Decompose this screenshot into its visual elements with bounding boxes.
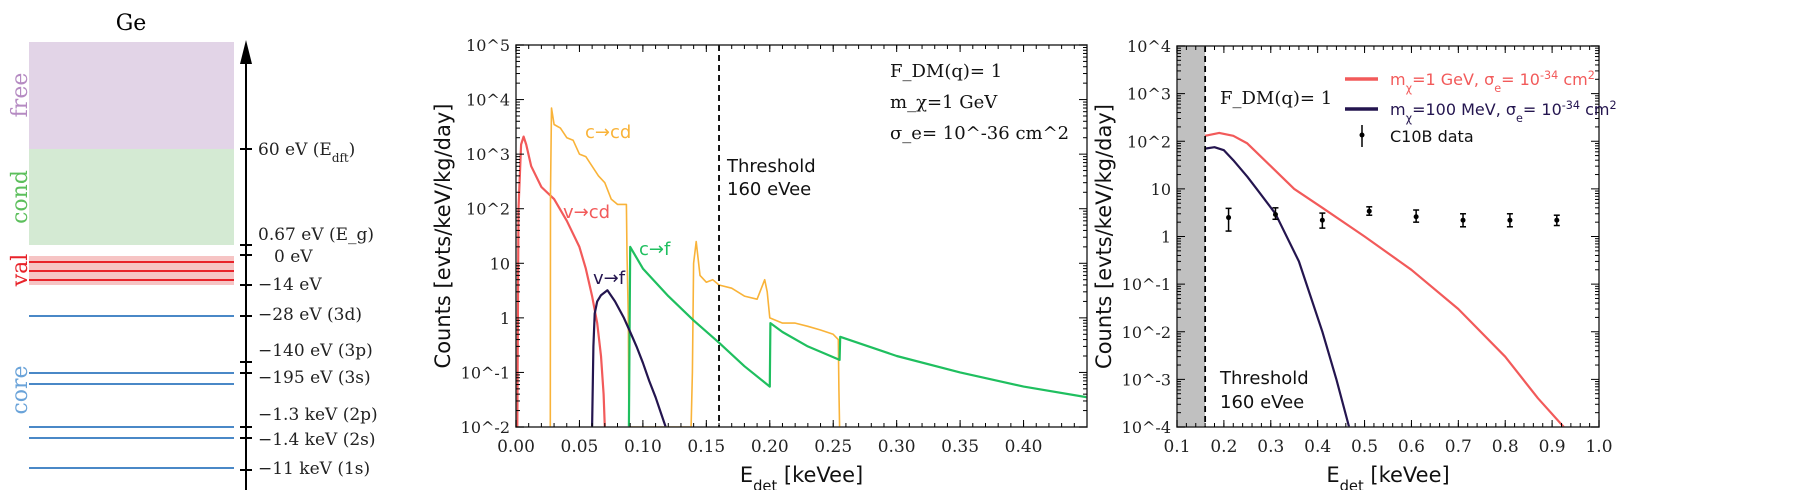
y-tick-label: 10^-3	[1122, 370, 1171, 389]
core-levels	[29, 315, 234, 469]
region-label-val: val	[8, 254, 33, 288]
energy-level-label: 0 eV	[274, 247, 313, 267]
y-tick-label: 10^2	[466, 200, 510, 219]
y-tick-label: 10	[1151, 180, 1171, 199]
x-tick-label: 0.2	[1210, 437, 1237, 457]
annotation-form-factor: F_DM(q)= 1	[890, 61, 1002, 82]
y-axis-label: Counts [evts/keV/kg/day]	[431, 104, 455, 369]
energy-level-label: 60 eV (Edft)	[258, 140, 355, 165]
energy-level-label: −1.3 keV (2p)	[258, 405, 378, 425]
chart-transitions: 0.00 0.05 0.10 0.15 0.20 0.25 0.30 0.35 0.40 10^5…	[431, 36, 1088, 490]
data-point	[1460, 217, 1466, 223]
energy-level-label: −1.4 keV (2s)	[258, 430, 376, 450]
threshold-value-label: 160 eVee	[1220, 392, 1304, 413]
data-point	[1366, 208, 1372, 214]
legend-entry: mχ=1 GeV, σe= 10-34 cm2	[1390, 69, 1595, 95]
plot-frame	[515, 44, 1088, 428]
energy-level-label: −140 eV (3p)	[258, 341, 373, 361]
y-tick-label: 10^2	[1127, 132, 1171, 151]
annotation-form-factor: F_DM(q)= 1	[1220, 88, 1332, 109]
x-tick-label: 0.15	[687, 437, 725, 457]
threshold-label: Threshold	[1219, 368, 1309, 389]
y-tick-label: 10^-2	[461, 418, 510, 437]
series-label: c→cd	[585, 122, 631, 143]
region-label-core: core	[8, 365, 33, 414]
energy-level-label: −14 eV	[258, 275, 322, 295]
energy-level-diagram: Ge free cond val core 60 eV (Edft) 0.67 e…	[8, 11, 378, 490]
series-label: v→f	[593, 268, 626, 289]
y-tick-label: 10^-1	[1122, 275, 1171, 294]
x-tick-label: 0.5	[1351, 437, 1378, 457]
legend-entry: mχ=100 MeV, σe= 10-34 cm2	[1390, 99, 1617, 125]
x-tick-label: 0.7	[1445, 437, 1472, 457]
data-point	[1272, 211, 1278, 217]
threshold-value-label: 160 eVee	[727, 179, 811, 200]
x-tick-label: 0.9	[1539, 437, 1566, 457]
x-tick-label: 0.40	[1005, 437, 1043, 457]
x-tick-label: 0.00	[497, 437, 535, 457]
region-label-free: free	[8, 73, 33, 118]
y-tick-label: 10^-2	[1122, 323, 1171, 342]
annotation-mass: m_χ=1 GeV	[890, 92, 998, 113]
threshold-label: Threshold	[726, 156, 816, 177]
data-point	[1319, 217, 1325, 223]
legend-entry: C10B data	[1390, 127, 1474, 146]
series-m-100-mev-e-10-34-cm-2-line	[1204, 146, 1351, 427]
x-tick-label: 0.20	[751, 437, 789, 457]
x-tick-label: 0.8	[1492, 437, 1519, 457]
y-tick-label: 1	[1161, 228, 1171, 247]
chart-c10b-comparison: 0.1 0.2 0.3 0.4 0.5 0.6 0.7 0.8 0.9 1.0 10^4 10^3 10…	[1092, 37, 1617, 490]
series-v-f-line	[591, 289, 667, 427]
x-tick-label: 0.4	[1304, 437, 1331, 457]
y-tick-label: 10^3	[1127, 85, 1171, 104]
plot-area	[1204, 131, 1565, 427]
y-tick-label: 10^3	[466, 145, 510, 164]
series-label: v→cd	[563, 202, 610, 223]
x-tick-label: 0.3	[1257, 437, 1284, 457]
x-tick-label: 0.05	[561, 437, 599, 457]
y-tick-label: 10^5	[466, 36, 510, 55]
energy-level-label: −11 keV (1s)	[258, 459, 370, 479]
y-axis-label: Counts [evts/keV/kg/day]	[1092, 104, 1116, 369]
series-c-cd-line	[549, 107, 841, 427]
legend-marker-icon	[1359, 132, 1365, 138]
plot-area	[516, 107, 1087, 427]
series-m-1-gev-e-10-34-cm-2-line	[1204, 131, 1565, 427]
y-tick-label: 10^4	[1127, 37, 1171, 56]
x-tick-label: 0.35	[941, 437, 979, 457]
legend: mχ=1 GeV, σe= 10-34 cm2 mχ=100 MeV, σe= 1…	[1345, 69, 1617, 147]
x-tick-label: 0.25	[814, 437, 852, 457]
y-tick-label: 10^-1	[461, 363, 510, 382]
conduction-region	[29, 149, 234, 245]
x-axis-label: Edet [keVee]	[1326, 463, 1449, 490]
region-label-cond: cond	[8, 170, 33, 224]
series-label: c→f	[639, 239, 671, 260]
y-tick-label: 1	[500, 309, 510, 328]
diagram-title: Ge	[116, 11, 147, 36]
data-point	[1507, 217, 1513, 223]
y-tick-label: 10^4	[466, 91, 510, 110]
energy-level-label: 0.67 eV (E_g)	[258, 225, 374, 245]
x-tick-label: 0.1	[1163, 437, 1190, 457]
series-c-f-line	[627, 245, 1087, 427]
data-point	[1413, 214, 1419, 220]
series-v-cd-line	[516, 135, 606, 427]
x-tick-label: 0.30	[878, 437, 916, 457]
x-tick-label: 1.0	[1585, 437, 1612, 457]
energy-axis-arrow-icon	[240, 40, 252, 64]
x-axis-label: Edet [keVee]	[740, 463, 863, 490]
x-tick-label: 0.6	[1398, 437, 1425, 457]
x-tick-label: 0.10	[624, 437, 662, 457]
y-tick-label: 10	[490, 254, 510, 273]
data-point	[1226, 215, 1232, 221]
data-point	[1554, 217, 1560, 223]
free-region	[29, 42, 234, 149]
annotation-cross-section: σ_e= 10^-36 cm^2	[890, 123, 1069, 144]
y-tick-label: 10^-4	[1122, 418, 1171, 437]
energy-axis-ticks: 60 eV (Edft) 0.67 eV (E_g)0 eV −14 eV −28 e…	[240, 140, 378, 479]
energy-level-label: −28 eV (3d)	[258, 305, 362, 325]
energy-level-label: −195 eV (3s)	[258, 368, 371, 388]
